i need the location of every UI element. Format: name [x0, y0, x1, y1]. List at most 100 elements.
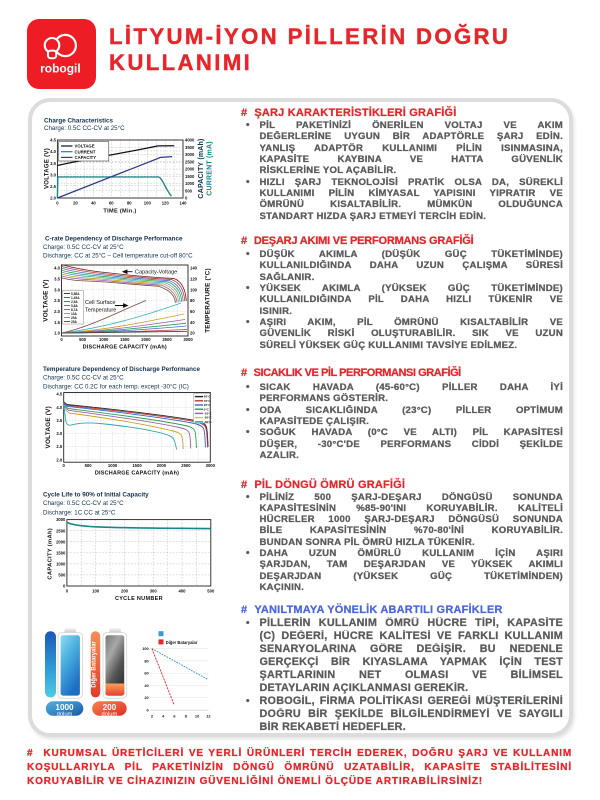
svg-text:500: 500: [79, 337, 87, 342]
svg-text:C-rate Dependency of Discharge: C-rate Dependency of Discharge Performan…: [45, 236, 183, 243]
svg-text:2.5: 2.5: [50, 184, 56, 189]
svg-text:3000: 3000: [185, 152, 195, 157]
svg-text:8: 8: [185, 714, 188, 719]
svg-text:1000: 1000: [56, 562, 66, 567]
svg-text:500: 500: [207, 589, 215, 594]
svg-text:2: 2: [151, 714, 154, 719]
svg-text:Charge: 0.5C CC-CV at 25°C: Charge: 0.5C CC-CV at 25°C: [43, 244, 124, 251]
svg-text:-30°C: -30°C: [204, 420, 213, 424]
svg-text:Charge: 0.5C CC-CV at 25°C: Charge: 0.5C CC-CV at 25°C: [44, 125, 125, 132]
svg-text:2.0: 2.0: [56, 457, 62, 462]
svg-text:120: 120: [162, 201, 170, 206]
svg-text:3000: 3000: [183, 337, 193, 342]
svg-text:1500: 1500: [120, 337, 130, 342]
svg-text:4.0: 4.0: [54, 266, 60, 271]
svg-text:140: 140: [190, 266, 198, 271]
svg-text:4: 4: [162, 714, 165, 719]
svg-text:1000: 1000: [55, 703, 74, 712]
svg-text:3000: 3000: [56, 517, 66, 522]
svg-text:1.5: 1.5: [54, 320, 60, 325]
svg-text:2500: 2500: [185, 159, 195, 164]
svg-text:dolum: dolum: [57, 711, 73, 717]
svg-text:Cycle Life to 90% of Initial C: Cycle Life to 90% of Initial Capacity: [43, 491, 149, 498]
svg-text:6: 6: [173, 714, 176, 719]
svg-text:0: 0: [60, 337, 63, 342]
svg-text:3.0: 3.0: [50, 172, 56, 177]
svg-text:20: 20: [190, 331, 195, 336]
svg-text:0: 0: [147, 708, 149, 713]
svg-text:VOLTAGE (V): VOLTAGE (V): [45, 406, 52, 448]
svg-text:500: 500: [85, 463, 93, 468]
svg-text:4.5: 4.5: [50, 138, 56, 143]
svg-text:5,8A: 5,8A: [71, 304, 78, 308]
svg-text:3.0: 3.0: [56, 431, 62, 436]
svg-text:Diğer Bataryalar: Diğer Bataryalar: [166, 640, 198, 645]
svg-text:400: 400: [179, 589, 187, 594]
svg-text:2500: 2500: [181, 463, 191, 468]
svg-text:2.0: 2.0: [54, 309, 60, 314]
svg-text:300: 300: [150, 589, 158, 594]
svg-text:Diğer Bataryalar: Diğer Bataryalar: [92, 641, 98, 688]
svg-text:500: 500: [185, 188, 193, 193]
svg-text:0: 0: [56, 201, 59, 206]
svg-text:3500: 3500: [185, 145, 195, 150]
svg-text:2000: 2000: [157, 463, 167, 468]
svg-text:CAPACITY (mAh): CAPACITY (mAh): [198, 138, 205, 198]
svg-text:4000: 4000: [185, 138, 195, 143]
svg-text:1500: 1500: [132, 463, 142, 468]
svg-text:2000: 2000: [185, 167, 195, 172]
svg-text:VOLTAGE (V): VOLTAGE (V): [43, 279, 50, 321]
svg-text:200: 200: [121, 589, 129, 594]
svg-text:Cell Surface: Cell Surface: [85, 300, 115, 306]
svg-text:45°C: 45°C: [204, 399, 212, 403]
svg-text:120: 120: [190, 276, 198, 281]
svg-text:1.0: 1.0: [54, 331, 60, 336]
svg-text:100: 100: [92, 589, 100, 594]
svg-text:40: 40: [91, 201, 96, 206]
svg-text:2.5: 2.5: [54, 298, 60, 303]
svg-text:Temperature Dependency of Disc: Temperature Dependency of Discharge Perf…: [43, 366, 201, 373]
svg-text:Charge Characteristics: Charge Characteristics: [44, 118, 113, 125]
svg-text:25A: 25A: [71, 320, 78, 324]
svg-text:3.5: 3.5: [56, 418, 62, 423]
svg-text:80: 80: [127, 201, 132, 206]
svg-text:10: 10: [195, 714, 199, 719]
svg-text:CYCLE NUMBER: CYCLE NUMBER: [115, 596, 163, 602]
svg-text:Temperature: Temperature: [85, 308, 116, 314]
svg-text:Discharge: CC 0.2C for each te: Discharge: CC 0.2C for each temp. except…: [43, 383, 189, 390]
svg-text:0°C: 0°C: [204, 407, 210, 411]
svg-text:Capacity-Voltage: Capacity-Voltage: [135, 270, 177, 276]
svg-text:DISCHARGE CAPACITY (mAh): DISCHARGE CAPACITY (mAh): [83, 345, 167, 351]
svg-text:40: 40: [144, 683, 148, 688]
svg-text:3.5: 3.5: [50, 161, 56, 166]
svg-text:0: 0: [63, 584, 66, 589]
svg-text:VOLTAGE: VOLTAGE: [75, 144, 95, 149]
svg-text:2000: 2000: [56, 539, 66, 544]
svg-text:1000: 1000: [99, 337, 109, 342]
svg-text:12: 12: [206, 714, 211, 719]
svg-text:13A: 13A: [71, 312, 78, 316]
svg-text:2000: 2000: [141, 337, 151, 342]
svg-text:500: 500: [58, 573, 66, 578]
svg-text:100: 100: [142, 646, 149, 651]
svg-text:4.5: 4.5: [56, 392, 62, 397]
svg-text:1500: 1500: [56, 550, 66, 555]
svg-text:3000: 3000: [206, 463, 216, 468]
svg-text:140: 140: [180, 201, 188, 206]
svg-text:dolum: dolum: [102, 711, 118, 717]
svg-text:robogil: robogil: [40, 61, 81, 75]
svg-text:80: 80: [190, 298, 195, 303]
svg-text:8,7A: 8,7A: [71, 308, 78, 312]
svg-text:100: 100: [144, 201, 152, 206]
svg-text:1500: 1500: [185, 174, 195, 179]
svg-text:20: 20: [73, 201, 78, 206]
svg-text:200: 200: [103, 703, 117, 712]
svg-text:1,45A: 1,45A: [71, 296, 80, 300]
svg-text:CAPACITY: CAPACITY: [75, 155, 97, 160]
svg-text:0: 0: [185, 196, 188, 201]
svg-text:60: 60: [144, 671, 148, 676]
svg-text:1000: 1000: [108, 463, 118, 468]
svg-text:2.5: 2.5: [56, 444, 62, 449]
svg-text:4.0: 4.0: [50, 149, 56, 154]
svg-text:60: 60: [190, 309, 195, 314]
